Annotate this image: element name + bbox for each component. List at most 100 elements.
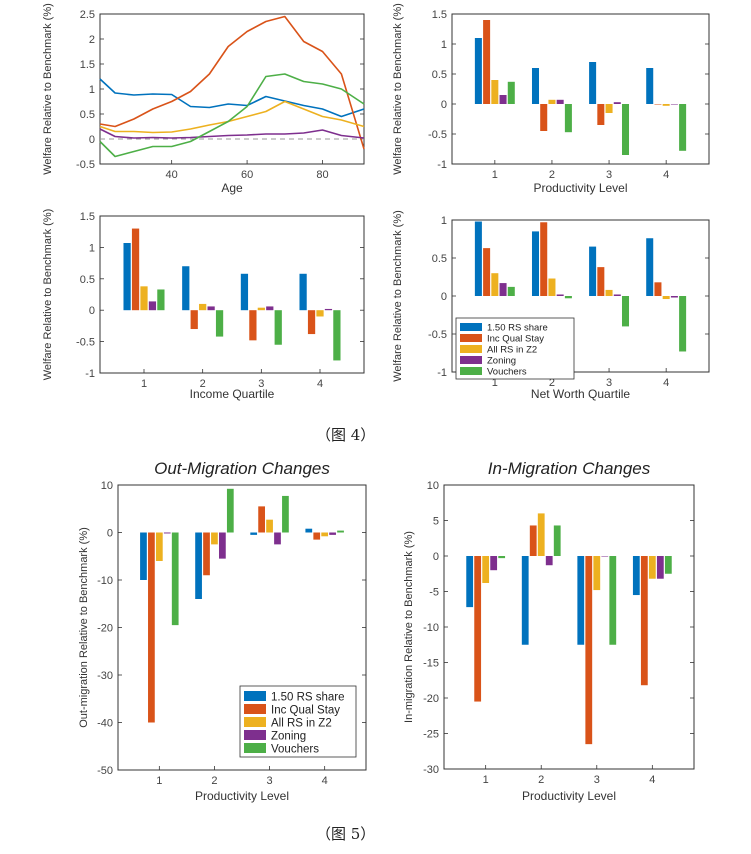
figure-5-caption: （图 5） <box>316 825 376 843</box>
bar-prod-vouchers-4 <box>679 104 687 151</box>
y-tick-label: -15 <box>423 658 439 670</box>
bar-networth-1-50-rs-share-1 <box>474 221 482 296</box>
y-tick-label: 0 <box>441 291 447 303</box>
y-tick-label: -10 <box>423 622 439 634</box>
legend-swatch <box>244 704 266 714</box>
bar-networth-all-rs-in-z2-4 <box>662 296 670 300</box>
x-tick-label: 1 <box>492 169 498 181</box>
bar-networth-zoning-1 <box>499 283 507 296</box>
x-tick-label: 2 <box>538 774 544 786</box>
bar-income-all-rs-in-z2-4 <box>316 310 324 317</box>
income-ylabel: Welfare Relative to Benchmark (%) <box>42 209 54 381</box>
legend-swatch <box>244 717 266 727</box>
income-xlabel: Income Quartile <box>190 387 275 401</box>
bar-prod-vouchers-3 <box>621 104 630 155</box>
bar-prod-zoning-2 <box>556 99 564 104</box>
bar-outmig-inc-qual-stay-1 <box>148 532 155 723</box>
bar-outmig-all-rs-in-z2-3 <box>266 519 273 533</box>
inmig-xlabel: Productivity Level <box>522 789 616 803</box>
legend-swatch <box>460 334 482 342</box>
networth-frame <box>451 219 710 373</box>
networth-xlabel: Net Worth Quartile <box>531 387 630 401</box>
x-tick-label: 2 <box>549 377 555 389</box>
legend-label: 1.50 RS share <box>271 692 345 704</box>
x-tick-label: 1 <box>483 774 489 786</box>
bar-inmig-all-rs-in-z2-1 <box>482 556 490 583</box>
bar-income-all-rs-in-z2-3 <box>257 307 265 311</box>
y-tick-label: -50 <box>97 765 113 777</box>
y-tick-label: 1 <box>89 242 95 254</box>
x-tick-label: 40 <box>166 169 178 181</box>
inmig-frame <box>443 484 695 770</box>
productivity-welfare-bar-chart: -1 -0.5 0 0.5 1 1.5 Productivity Level Welfare … <box>392 3 710 195</box>
age-axes: -0.5 0 0.5 1 1.5 2 2.5 <box>76 9 365 171</box>
legend-swatch <box>460 323 482 331</box>
bar-inmig-zoning-3 <box>601 556 609 557</box>
bar-outmig-inc-qual-stay-2 <box>203 532 210 576</box>
y-tick-label: 1.5 <box>80 59 95 71</box>
bar-outmig-all-rs-in-z2-4 <box>321 532 329 537</box>
bar-income-zoning-4 <box>324 308 333 311</box>
bar-inmig-inc-qual-stay-2 <box>529 525 537 556</box>
bar-outmig-zoning-3 <box>274 532 281 545</box>
x-tick-label: 3 <box>258 378 264 390</box>
y-tick-label: -1 <box>85 368 95 380</box>
bar-outmig-vouchers-4 <box>337 530 344 533</box>
y-tick-label: 0.5 <box>432 69 447 81</box>
inmig-title: In-Migration Changes <box>488 459 651 478</box>
y-tick-label: 2 <box>89 34 95 46</box>
legend-swatch <box>244 730 266 740</box>
out-migration-bar-chart: -50 -40 -30 -20 -10 0 10 Productivity Level Out-… <box>78 459 367 803</box>
bar-networth-all-rs-in-z2-3 <box>605 289 613 296</box>
bar-inmig-inc-qual-stay-4 <box>640 556 648 686</box>
bar-outmig-vouchers-3 <box>282 495 289 533</box>
income-bars <box>123 228 341 361</box>
bar-outmig-all-rs-in-z2-2 <box>211 532 218 545</box>
bar-inmig-vouchers-1 <box>498 556 506 559</box>
bar-networth-inc-qual-stay-1 <box>483 248 491 296</box>
bar-prod-zoning-4 <box>670 104 678 105</box>
x-tick-label: 80 <box>316 169 328 181</box>
bar-outmig-zoning-4 <box>329 532 336 535</box>
bar-inmig-inc-qual-stay-3 <box>585 556 593 745</box>
x-tick-label: 4 <box>322 775 328 787</box>
legend-label: All RS in Z2 <box>271 718 332 730</box>
x-tick-label: 1 <box>492 377 498 389</box>
bar-prod-zoning-1 <box>499 95 507 104</box>
bar-prod-1-50-rs-share-2 <box>531 68 540 104</box>
x-tick-label: 3 <box>606 377 612 389</box>
bar-networth-all-rs-in-z2-1 <box>491 273 499 296</box>
bar-income-inc-qual-stay-2 <box>190 310 198 330</box>
bar-inmig-zoning-4 <box>656 556 664 579</box>
bar-income-vouchers-4 <box>333 310 341 361</box>
legend-label: Vouchers <box>487 367 527 378</box>
y-tick-label: 0 <box>441 99 447 111</box>
bar-networth-zoning-4 <box>670 296 678 298</box>
x-tick-label: 2 <box>211 775 217 787</box>
bar-inmig-zoning-1 <box>490 556 498 571</box>
y-tick-label: 2.5 <box>80 9 95 21</box>
in-migration-bar-chart: -30 -25 -20 -15 -10 -5 0 5 10 Productivity Level I… <box>403 459 695 803</box>
bar-networth-1-50-rs-share-3 <box>589 246 597 296</box>
networth-ylabel: Welfare Relative to Benchmark (%) <box>392 210 404 382</box>
x-tick-label: 2 <box>549 169 555 181</box>
legend-swatch <box>244 691 266 701</box>
bar-inmig-vouchers-2 <box>553 525 561 556</box>
prod-ylabel: Welfare Relative to Benchmark (%) <box>392 3 404 175</box>
bar-outmig-inc-qual-stay-4 <box>313 532 321 540</box>
bar-inmig-vouchers-4 <box>664 556 672 574</box>
x-tick-label: 4 <box>649 774 655 786</box>
bar-inmig-all-rs-in-z2-3 <box>593 556 601 591</box>
outmig-title: Out-Migration Changes <box>154 459 330 478</box>
bar-income-1-50-rs-share-4 <box>299 273 307 311</box>
bar-prod-all-rs-in-z2-1 <box>491 80 499 104</box>
bar-prod-inc-qual-stay-3 <box>597 104 605 125</box>
bar-outmig-1-50-rs-share-2 <box>195 532 202 599</box>
outmig-frame <box>117 484 367 771</box>
y-tick-label: 10 <box>427 480 439 492</box>
age-line-chart: -0.5 0 0.5 1 1.5 2 2.5 Age Welfare Relative to B… <box>42 3 365 195</box>
line-all-rs-in-z2 <box>99 100 365 134</box>
y-tick-label: -20 <box>423 693 439 705</box>
y-tick-label: 0.5 <box>80 274 95 286</box>
bar-outmig-vouchers-2 <box>226 488 234 533</box>
